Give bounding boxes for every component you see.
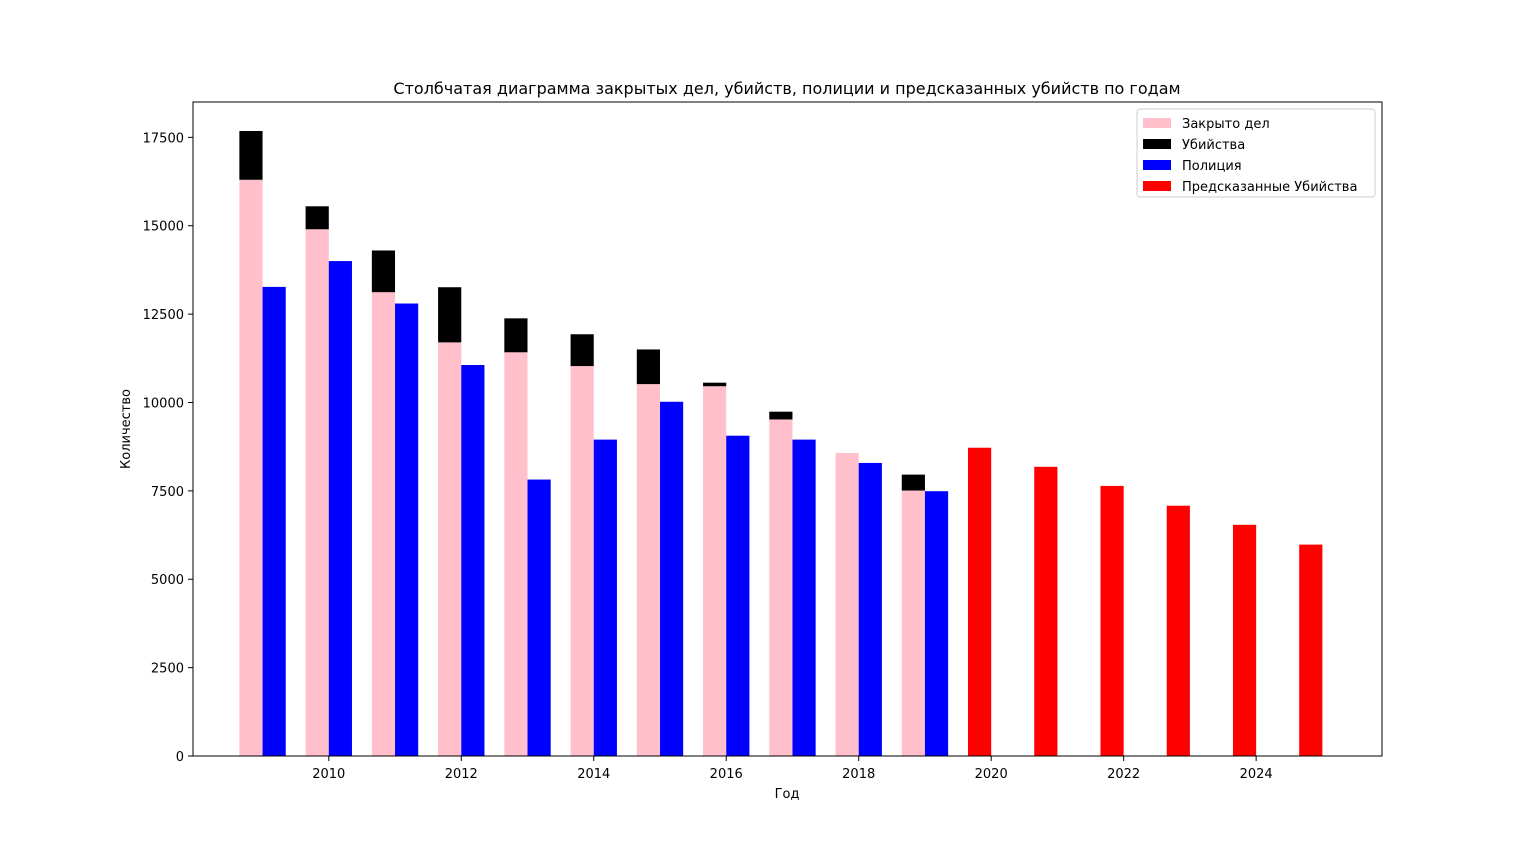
x-tick-label: 2014 bbox=[577, 767, 610, 782]
bar-police-2017 bbox=[792, 439, 816, 756]
bar-police-2009 bbox=[262, 286, 286, 756]
legend-swatch bbox=[1143, 139, 1171, 149]
bar-closed-2009 bbox=[239, 179, 263, 757]
bar-closed-2013 bbox=[504, 352, 528, 756]
bar-closed-2012 bbox=[438, 342, 462, 756]
bar-murders-2009 bbox=[239, 130, 263, 180]
legend-label: Предсказанные Убийства bbox=[1182, 180, 1357, 195]
bar-police-2010 bbox=[328, 261, 352, 756]
bar-predicted-2020 bbox=[968, 447, 992, 756]
bar-closed-2010 bbox=[305, 229, 329, 756]
bar-closed-2018 bbox=[835, 453, 859, 756]
bar-police-2018 bbox=[858, 462, 882, 756]
x-tick-label: 2010 bbox=[312, 767, 345, 782]
bar-closed-2014 bbox=[570, 366, 594, 756]
y-tick-label: 15000 bbox=[143, 220, 184, 235]
bar-police-2015 bbox=[659, 401, 684, 756]
legend-swatch bbox=[1143, 181, 1171, 191]
bars-group bbox=[239, 130, 1323, 757]
y-axis-label: Количество bbox=[119, 389, 134, 469]
bar-predicted-2021 bbox=[1034, 466, 1058, 756]
x-axis-label: Год bbox=[775, 787, 800, 802]
y-axis: 0 2500 5000 7500 10000 12500 15000 17500 bbox=[143, 131, 193, 765]
bar-murders-2011 bbox=[371, 250, 396, 293]
x-axis: 2010 2012 2014 2016 2018 2020 2022 2024 bbox=[312, 756, 1273, 782]
chart-title: Столбчатая диаграмма закрытых дел, убийс… bbox=[393, 79, 1180, 98]
bar-murders-2015 bbox=[636, 349, 660, 385]
bar-murders-2014 bbox=[570, 334, 594, 367]
bar-murders-2010 bbox=[305, 206, 329, 230]
bar-closed-2017 bbox=[769, 419, 793, 756]
legend-swatch bbox=[1143, 118, 1171, 128]
bar-police-2019 bbox=[924, 491, 949, 756]
y-tick-label: 17500 bbox=[143, 131, 184, 146]
bar-closed-2019 bbox=[901, 490, 925, 756]
y-tick-label: 10000 bbox=[143, 396, 184, 411]
y-tick-label: 12500 bbox=[143, 308, 184, 323]
bar-police-2014 bbox=[593, 439, 617, 756]
bar-predicted-2024 bbox=[1232, 524, 1257, 756]
legend-label: Закрыто дел bbox=[1182, 117, 1270, 132]
legend-swatch bbox=[1143, 160, 1171, 170]
bar-murders-2019 bbox=[901, 474, 925, 491]
x-tick-label: 2018 bbox=[842, 767, 875, 782]
x-tick-label: 2022 bbox=[1107, 767, 1140, 782]
bar-closed-2015 bbox=[636, 384, 660, 756]
bar-police-2016 bbox=[726, 435, 750, 756]
bar-police-2013 bbox=[527, 479, 551, 756]
bar-predicted-2025 bbox=[1299, 544, 1323, 756]
y-tick-label: 2500 bbox=[151, 662, 184, 677]
plot-frame bbox=[192, 101, 1383, 757]
bar-murders-2017 bbox=[769, 411, 793, 420]
bar-murders-2013 bbox=[504, 318, 528, 353]
legend-box bbox=[1136, 108, 1376, 198]
y-tick-label: 7500 bbox=[151, 485, 184, 500]
bar-closed-2016 bbox=[703, 386, 727, 756]
legend: Закрыто дел Убийства Полиция Предсказанные … bbox=[1136, 108, 1376, 198]
y-tick-label: 5000 bbox=[151, 573, 184, 588]
legend-label: Убийства bbox=[1182, 138, 1245, 153]
x-tick-label: 2024 bbox=[1240, 767, 1273, 782]
bar-murders-2012 bbox=[438, 287, 462, 343]
bar-police-2012 bbox=[461, 365, 485, 756]
x-tick-label: 2016 bbox=[710, 767, 743, 782]
bar-murders-2016 bbox=[703, 382, 727, 387]
legend-label: Полиция bbox=[1182, 159, 1242, 174]
y-tick-label: 0 bbox=[176, 750, 184, 765]
x-tick-label: 2020 bbox=[975, 767, 1008, 782]
bar-predicted-2023 bbox=[1166, 505, 1190, 756]
x-tick-label: 2012 bbox=[445, 767, 478, 782]
bar-closed-2011 bbox=[371, 292, 396, 756]
bar-predicted-2022 bbox=[1100, 485, 1124, 756]
bar-police-2011 bbox=[395, 303, 419, 756]
